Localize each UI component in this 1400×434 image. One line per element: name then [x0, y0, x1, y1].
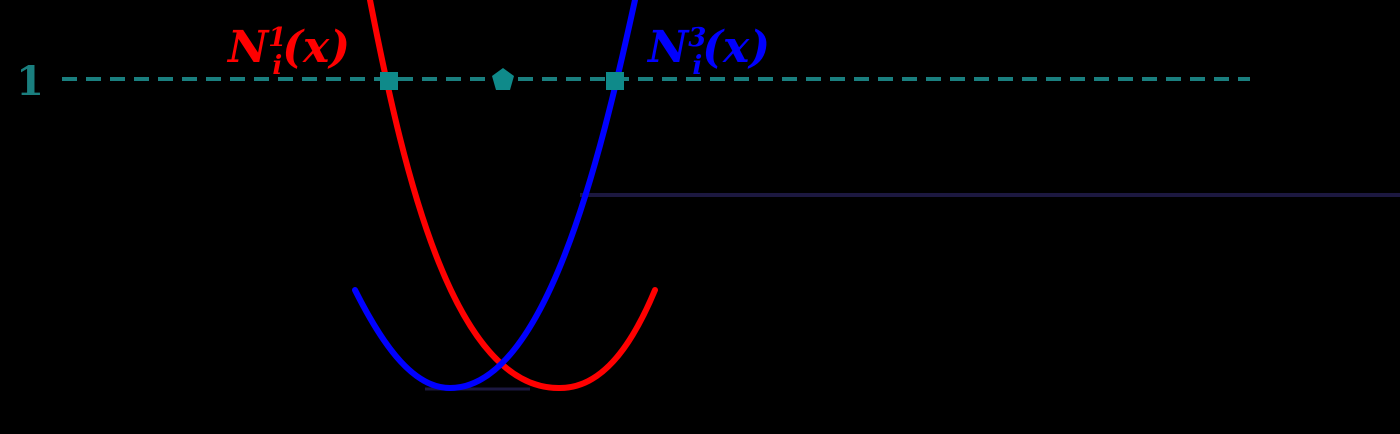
blue-label-sub: i — [692, 51, 702, 81]
square-marker-right — [606, 72, 624, 90]
red-label-arg: (x) — [282, 22, 350, 73]
blue-label-sup: 3 — [688, 23, 706, 53]
square-marker-left — [380, 72, 398, 90]
blue-label-arg: (x) — [702, 22, 770, 73]
red-basis-curve — [367, 0, 658, 392]
red-label-sub: i — [272, 51, 282, 81]
red-label-base: N — [226, 22, 270, 73]
pentagon-marker-center — [492, 68, 514, 90]
blue-label-base: N — [646, 22, 690, 73]
red-label-sup: 1 — [268, 23, 286, 53]
red-curve-label: N1 i(x) — [226, 22, 350, 81]
blue-basis-curve — [352, 0, 638, 392]
blue-curve-label: N3 i(x) — [646, 22, 770, 81]
level-tick-label: 1 — [16, 58, 44, 105]
